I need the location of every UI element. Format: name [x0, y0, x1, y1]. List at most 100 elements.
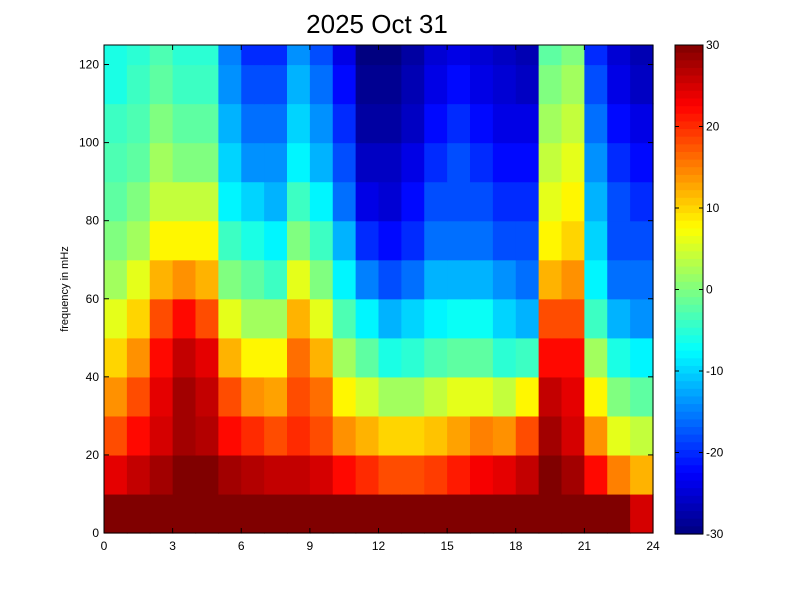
heatmap-cell	[241, 376, 265, 417]
heatmap-cell	[492, 45, 517, 66]
heatmap-cell	[104, 415, 128, 456]
heatmap-cell	[424, 181, 448, 222]
heatmap-cell	[561, 337, 585, 378]
heatmap-cell	[378, 376, 402, 417]
heatmap-cell	[241, 454, 265, 495]
heatmap-cell	[355, 259, 380, 300]
colorbar-band	[675, 258, 703, 268]
heatmap-cell	[492, 103, 517, 144]
x-tick-label: 21	[578, 539, 592, 553]
colorbar-band	[675, 342, 703, 352]
colorbar-band	[675, 312, 703, 321]
heatmap-cell	[218, 220, 242, 261]
heatmap-cell	[470, 454, 494, 495]
chart-title: 2025 Oct 31	[306, 9, 448, 39]
colorbar-tick-label: 30	[706, 38, 720, 52]
heatmap-cell	[447, 337, 471, 378]
heatmap-cell	[584, 415, 608, 456]
heatmap-cell	[287, 454, 311, 495]
heatmap-cell	[378, 103, 402, 144]
heatmap-cell	[149, 259, 174, 300]
heatmap-cell	[607, 103, 631, 144]
heatmap-cell	[241, 493, 265, 534]
heatmap-cell	[126, 45, 151, 66]
heatmap-cell	[492, 493, 517, 534]
heatmap-cell	[470, 220, 494, 261]
heatmap-cell	[104, 64, 128, 105]
colorbar-tick-label: 0	[706, 283, 713, 297]
heatmap-cell	[378, 298, 402, 339]
heatmap-cell	[584, 103, 608, 144]
colorbar-band	[675, 442, 703, 451]
colorbar-band	[675, 106, 703, 115]
x-tick-label: 6	[238, 539, 245, 553]
heatmap-cell	[332, 298, 357, 339]
heatmap-cell	[515, 376, 540, 417]
colorbar-band	[675, 289, 703, 298]
heatmap-cell	[447, 45, 471, 66]
heatmap-cell	[287, 220, 311, 261]
heatmap-cell	[195, 259, 219, 300]
heatmap-cell	[561, 415, 585, 456]
heatmap-cell	[401, 259, 425, 300]
heatmap-cell	[630, 181, 654, 222]
heatmap-cell	[241, 181, 265, 222]
heatmap-cell	[424, 298, 448, 339]
heatmap-cell	[309, 454, 334, 495]
heatmap-cell	[561, 454, 585, 495]
heatmap-cell	[149, 103, 174, 144]
heatmap-cell	[218, 64, 242, 105]
heatmap-cell	[630, 337, 654, 378]
x-tick-label: 24	[646, 539, 660, 553]
heatmap-cell	[309, 415, 334, 456]
heatmap-cell	[149, 64, 174, 105]
heatmap-cell	[172, 220, 197, 261]
heatmap-cell	[561, 259, 585, 300]
heatmap-cell	[401, 142, 425, 183]
y-tick-label: 60	[86, 292, 100, 306]
heatmap-cell	[470, 259, 494, 300]
heatmap-cell	[241, 220, 265, 261]
heatmap-cell	[538, 259, 563, 300]
heatmap-cell	[401, 64, 425, 105]
heatmap-cell	[561, 64, 585, 105]
y-tick-label: 80	[86, 214, 100, 228]
heatmap-cell	[492, 259, 517, 300]
heatmap-cell	[401, 376, 425, 417]
colorbar-band	[675, 480, 703, 489]
heatmap-cell	[492, 64, 517, 105]
heatmap-cell	[149, 376, 174, 417]
colorbar-band	[675, 151, 703, 161]
colorbar-band	[675, 213, 703, 222]
heatmap-cell	[470, 493, 494, 534]
heatmap-cell	[264, 298, 288, 339]
heatmap-cell	[241, 259, 265, 300]
heatmap-cell	[378, 142, 402, 183]
heatmap-cell	[607, 64, 631, 105]
heatmap-cell	[309, 142, 334, 183]
heatmap-cell	[607, 337, 631, 378]
heatmap-cell	[630, 259, 654, 300]
heatmap-cell	[195, 376, 219, 417]
heatmap-cell	[630, 45, 654, 66]
heatmap-cell	[149, 45, 174, 66]
heatmap-cell	[149, 220, 174, 261]
heatmap-cell	[470, 45, 494, 66]
colorbar-band	[675, 190, 703, 199]
heatmap-cell	[264, 45, 288, 66]
heatmap-cell	[378, 493, 402, 534]
colorbar-band	[675, 174, 703, 184]
heatmap-cell	[332, 415, 357, 456]
heatmap-cell	[355, 181, 380, 222]
heatmap-cell	[104, 220, 128, 261]
heatmap-cell	[264, 454, 288, 495]
heatmap-cell	[607, 454, 631, 495]
heatmap-cell	[378, 259, 402, 300]
heatmap-cell	[149, 298, 174, 339]
heatmap-cell	[515, 298, 540, 339]
colorbar-band	[675, 358, 703, 367]
colorbar-band	[675, 327, 703, 336]
heatmap-cell	[287, 181, 311, 222]
heatmap-cell	[195, 298, 219, 339]
